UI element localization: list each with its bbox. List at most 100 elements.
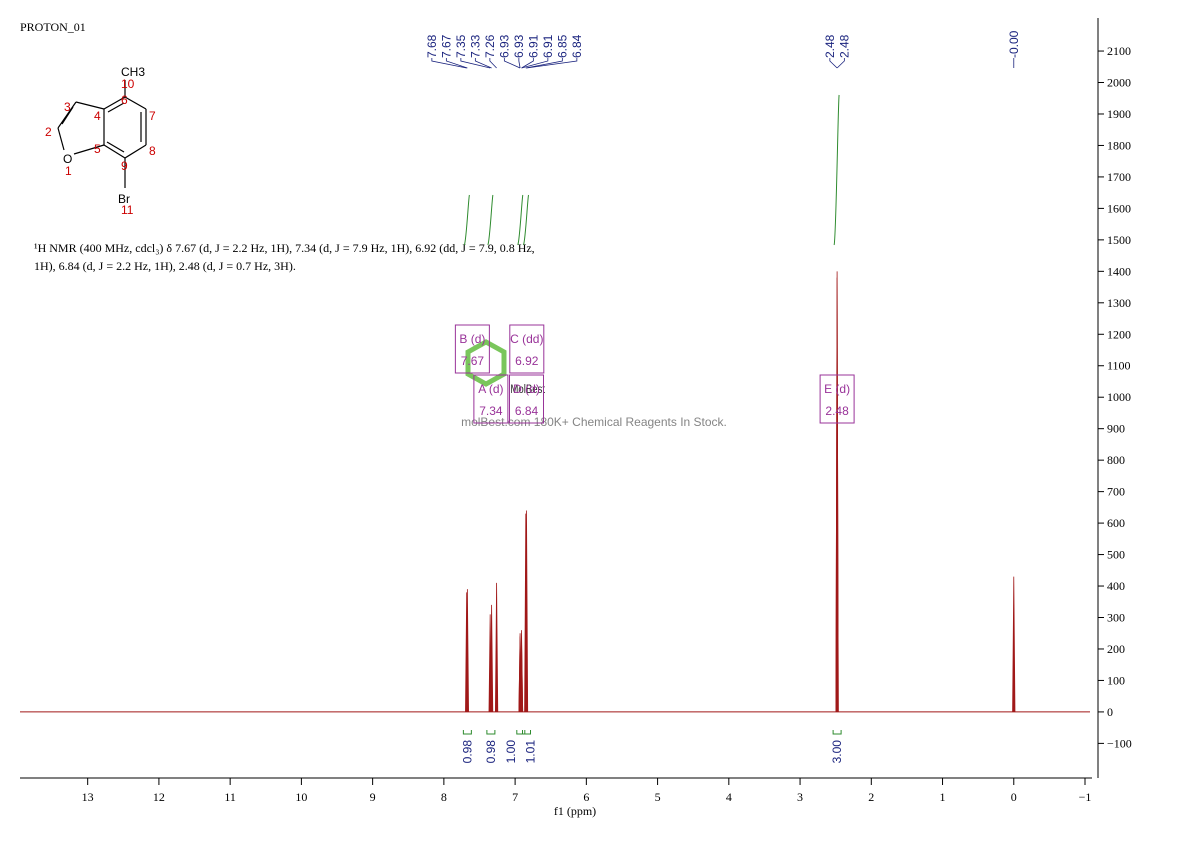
x-tick-label: 13	[82, 790, 94, 804]
multiplet-shift: 7.34	[479, 404, 503, 418]
integral-curve	[833, 94, 840, 246]
x-tick-label: 11	[224, 790, 236, 804]
y-tick-label: 900	[1107, 422, 1125, 436]
watermark-brand: MolBest	[510, 383, 545, 396]
spectrum-title: PROTON_01	[20, 20, 86, 34]
peak-label: 7.26	[483, 34, 497, 58]
peak	[524, 510, 529, 712]
integral-curve	[517, 194, 524, 246]
peak-label-leader	[445, 58, 468, 69]
y-tick-label: 2100	[1107, 44, 1131, 58]
integral-bracket	[522, 730, 532, 735]
x-tick-label: 1	[940, 790, 946, 804]
x-tick-label: 2	[868, 790, 874, 804]
multiplet-box	[509, 324, 545, 374]
integral-curve	[487, 194, 494, 246]
multiplet-name: D (d)	[513, 382, 540, 396]
atom-number: 4	[94, 109, 101, 123]
x-tick-label: 7	[512, 790, 518, 804]
y-tick-label: 1700	[1107, 170, 1131, 184]
peak-label-leader	[829, 58, 838, 69]
x-tick-label: 3	[797, 790, 803, 804]
x-tick-label: 0	[1011, 790, 1017, 804]
peak-label: 7.35	[454, 34, 468, 58]
y-tick-label: 700	[1107, 485, 1125, 499]
peak-label-leader	[503, 58, 521, 69]
peak	[494, 582, 499, 712]
peak	[465, 589, 469, 712]
atom-label: O	[63, 152, 72, 166]
peak-label-leader	[526, 58, 578, 69]
x-tick-label: 4	[726, 790, 732, 804]
y-tick-label: −100	[1107, 736, 1132, 750]
x-tick-label: −1	[1079, 790, 1092, 804]
multiplet-shift: 7.67	[461, 354, 485, 368]
multiplet-shift: 6.84	[515, 404, 539, 418]
atom-number: 10	[121, 77, 135, 91]
x-axis-label: f1 (ppm)	[554, 804, 596, 818]
watermark-tagline: molBest.com 180K+ Chemical Reagents In S…	[461, 415, 727, 429]
peak-label: 6.91	[541, 34, 555, 58]
y-tick-label: 1500	[1107, 233, 1131, 247]
x-tick-label: 9	[370, 790, 376, 804]
peak-label-leader	[474, 58, 492, 69]
peak	[489, 604, 494, 712]
y-tick-label: 1100	[1107, 359, 1131, 373]
peak-label: 6.91	[526, 34, 540, 58]
atom-label: CH3	[121, 65, 145, 79]
x-tick-label: 6	[583, 790, 589, 804]
atom-number: 6	[121, 93, 128, 107]
y-tick-label: 1300	[1107, 296, 1131, 310]
atom-label: Br	[118, 192, 130, 206]
integral-curve	[463, 194, 470, 246]
y-tick-label: 1800	[1107, 138, 1131, 152]
peak-label: 7.33	[468, 34, 482, 58]
y-tick-label: 1200	[1107, 327, 1131, 341]
x-tick-label: 12	[153, 790, 165, 804]
peak-label-leader	[460, 58, 491, 69]
x-tick-label: 5	[655, 790, 661, 804]
peak-label-leader	[489, 58, 497, 69]
y-tick-label: 200	[1107, 642, 1125, 656]
integral-label: 1.00	[504, 740, 518, 764]
peak-label: 2.48	[837, 34, 851, 58]
peak	[519, 639, 524, 712]
peak-label: 6.93	[497, 34, 511, 58]
peak-label: 7.68	[425, 34, 439, 58]
y-tick-label: 2000	[1107, 76, 1131, 90]
y-tick-label: 1900	[1107, 107, 1131, 121]
plot: −100010020030040050060070080090010001100…	[20, 30, 1132, 818]
watermark-logo	[465, 339, 507, 387]
y-tick-label: 100	[1107, 673, 1125, 687]
integral-bracket	[832, 730, 842, 735]
peak-label-leader	[431, 58, 467, 69]
integral-bracket	[516, 730, 526, 735]
x-tick-label: 10	[295, 790, 307, 804]
multiplet-name: E (d)	[824, 382, 850, 396]
multiplet-name: A (d)	[478, 382, 503, 396]
multiplet-shift: 6.92	[515, 354, 539, 368]
atom-number: 8	[149, 144, 156, 158]
integral-bracket	[462, 730, 472, 735]
nmr-description: ¹H NMR (400 MHz, cdcl₃) δ 7.67 (d, J = 2…	[34, 241, 535, 255]
integral-bracket	[486, 730, 496, 735]
structure	[57, 80, 147, 188]
y-tick-label: 1600	[1107, 201, 1131, 215]
atom-number: 9	[121, 159, 128, 173]
multiplet-shift: 2.48	[825, 404, 849, 418]
peak	[1012, 576, 1016, 712]
atom-number: 5	[94, 142, 101, 156]
peak-label-leader	[836, 58, 845, 69]
peak-label: 6.93	[512, 34, 526, 58]
peak-label: -0.00	[1007, 30, 1021, 58]
y-tick-label: 400	[1107, 579, 1125, 593]
multiplet-box	[454, 324, 490, 374]
integral-curve	[523, 194, 529, 246]
peak-label: 2.48	[823, 34, 837, 58]
peak-label-leader	[521, 58, 534, 69]
multiplet-name: C (dd)	[510, 332, 543, 346]
y-tick-label: 1400	[1107, 264, 1131, 278]
y-tick-label: 0	[1107, 705, 1113, 719]
y-tick-label: 300	[1107, 611, 1125, 625]
atom-number: 7	[149, 109, 156, 123]
